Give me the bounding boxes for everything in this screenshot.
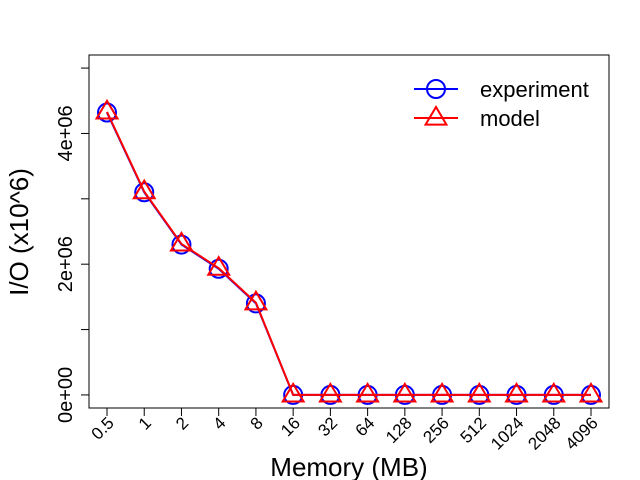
circle-point: [245, 293, 266, 314]
triangle-point: [578, 381, 604, 403]
x-tick-label: 64: [352, 413, 379, 440]
x-tick-label: 512: [457, 413, 490, 446]
x-tick-label: 2: [172, 413, 192, 433]
y-tick-label: 0e+00: [55, 367, 77, 423]
triangle-point: [206, 255, 231, 276]
x-tick-label: 128: [382, 413, 415, 446]
triangle-point: [423, 105, 449, 126]
triangle-point: [541, 381, 566, 403]
x-tick-label: 32: [314, 413, 341, 440]
triangle-point: [504, 381, 529, 403]
triangle-point: [429, 381, 455, 403]
x-tick-label: 1: [135, 413, 155, 433]
x-tick-label: 8: [247, 413, 267, 433]
y-tick-label: 2e+06: [55, 236, 77, 292]
legend-item-model: model: [414, 105, 540, 131]
x-tick-label: 1024: [487, 413, 527, 453]
legend-label: experiment: [480, 77, 589, 102]
circle-point: [208, 258, 229, 279]
legend: experiment model: [414, 77, 589, 131]
triangle-point: [355, 381, 380, 403]
x-axis-label: Memory (MB): [270, 452, 427, 480]
y-axis-label: I/O (x10^6): [4, 168, 34, 296]
series-model: [94, 98, 604, 403]
y-tick-label: 4e+06: [55, 105, 77, 161]
plot-frame: [88, 54, 610, 409]
circle-point: [97, 102, 117, 123]
legend-label: model: [480, 106, 540, 131]
circle-point: [171, 234, 192, 255]
circle-point: [426, 79, 446, 99]
x-tick-label: 2048: [524, 413, 564, 453]
x-tick-label: 16: [277, 413, 304, 440]
series-layer: [94, 98, 604, 405]
legend-item-experiment: experiment: [414, 77, 589, 102]
triangle-point: [132, 178, 157, 200]
series-experiment: [97, 102, 601, 405]
x-tick-label: 4096: [562, 413, 602, 453]
triangle-point: [94, 98, 120, 120]
y-axis: 0e+00 2e+06 4e+06: [55, 67, 89, 423]
triangle-point: [392, 381, 418, 403]
triangle-point: [318, 381, 343, 403]
triangle-point: [280, 381, 306, 403]
triangle-point: [169, 230, 194, 252]
triangle-point: [243, 289, 269, 311]
triangle-point: [467, 381, 492, 403]
x-tick-label: 256: [419, 413, 452, 446]
x-tick-label: 4: [209, 413, 229, 433]
circle-point: [134, 182, 155, 203]
x-tick-label: 0.5: [88, 413, 118, 443]
